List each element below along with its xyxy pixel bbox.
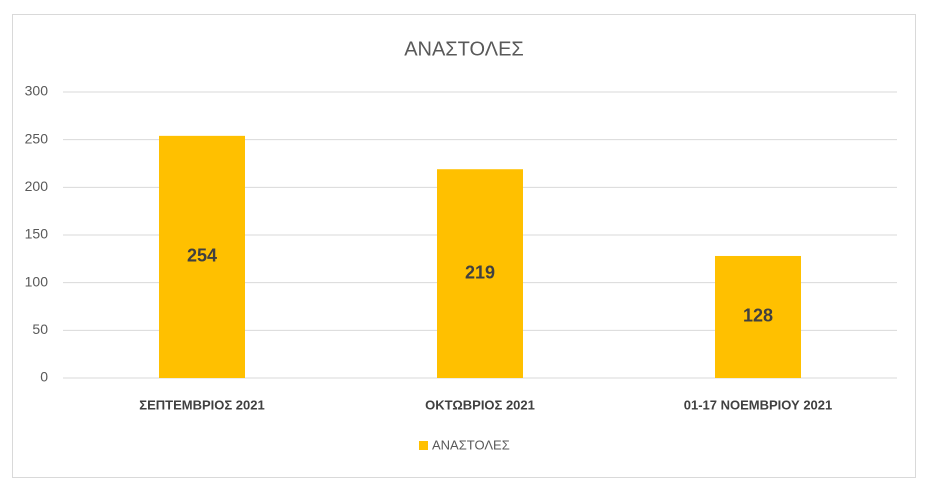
- legend-swatch: [419, 441, 428, 450]
- x-tick-label: ΣΕΠΤΕΜΒΡΙΟΣ 2021: [139, 397, 264, 412]
- bar: [437, 169, 523, 378]
- x-tick-label: 01-17 ΝΟΕΜΒΡΙΟΥ 2021: [684, 397, 832, 412]
- legend-label: ΑΝΑΣΤΟΛΕΣ: [432, 437, 510, 452]
- bar: [715, 255, 801, 378]
- data-label: 254: [187, 246, 217, 266]
- y-tick-label: 100: [25, 273, 49, 289]
- y-tick-label: 300: [25, 83, 49, 99]
- y-tick-label: 200: [25, 178, 49, 194]
- y-tick-label: 250: [25, 130, 49, 146]
- y-tick-label: 50: [32, 321, 48, 337]
- data-label: 219: [465, 262, 495, 282]
- data-label: 128: [743, 306, 773, 326]
- bar: [159, 135, 245, 378]
- y-tick-label: 0: [40, 369, 48, 385]
- y-tick-label: 150: [25, 226, 49, 242]
- x-tick-label: ΟΚΤΩΒΡΙΟΣ 2021: [425, 397, 535, 412]
- chart-title: ΑΝΑΣΤΟΛΕΣ: [404, 38, 524, 60]
